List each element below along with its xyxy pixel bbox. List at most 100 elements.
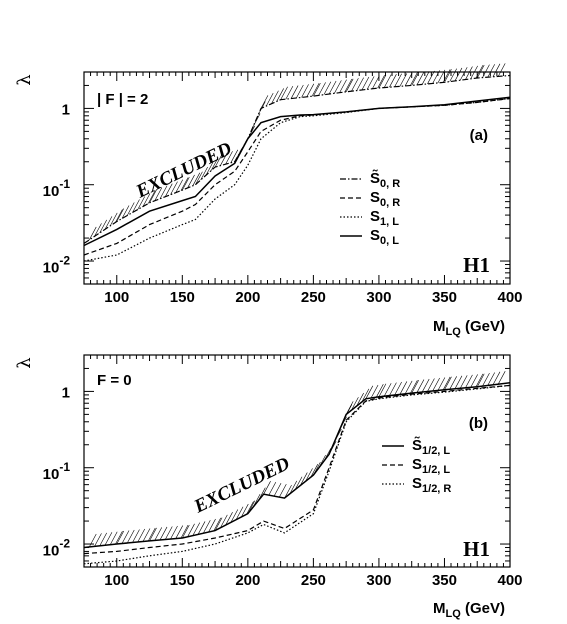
hatch-stroke: [366, 76, 375, 90]
hatch-stroke: [313, 82, 321, 97]
hatch-stroke: [94, 533, 102, 547]
hatch-stroke: [99, 219, 107, 234]
legend-label-sub: 0, R: [380, 178, 400, 190]
legend-label-0: S̃1/2, L: [412, 436, 450, 457]
hatch-stroke: [416, 379, 425, 393]
x-tick-label: 200: [235, 289, 260, 306]
x-tick-label: 100: [104, 572, 129, 589]
hatch-stroke: [421, 71, 430, 85]
hatch-stroke: [410, 72, 418, 86]
hatch-stroke: [279, 483, 287, 498]
hatch-stroke: [180, 177, 189, 191]
legend-label-base: S: [370, 227, 380, 244]
hatch-stroke: [318, 82, 326, 96]
experiment-logo: H1: [463, 253, 490, 277]
y-tick-label: 10-2: [43, 253, 71, 276]
hatch-stroke: [214, 517, 223, 531]
series-line-1: [83, 97, 511, 256]
y-tick-label: 1: [62, 101, 70, 118]
hatch-stroke: [361, 388, 370, 403]
hatch-stroke: [394, 381, 402, 396]
hatch-stroke: [182, 176, 190, 191]
hatch-stroke: [459, 375, 468, 389]
series-line-2: [83, 384, 511, 565]
hatch-stroke: [142, 193, 151, 207]
hatch-stroke: [182, 524, 190, 539]
hatch-stroke: [137, 528, 146, 543]
hatch-stroke: [246, 501, 254, 515]
legend-label-sub: 1/2, L: [422, 464, 450, 476]
hatch-stroke: [109, 212, 118, 226]
hatch-stroke: [475, 373, 484, 388]
panel-tag: (b): [469, 415, 488, 432]
hatch-stroke: [149, 189, 157, 203]
hatch-stroke: [170, 525, 178, 540]
hatch-stroke: [116, 530, 125, 545]
x-tick-label: 350: [432, 572, 457, 589]
y-tick-exponent: -2: [59, 253, 70, 267]
y-tick-base: 1: [62, 384, 70, 401]
hatch-stroke: [454, 67, 463, 82]
hatch-stroke: [208, 518, 216, 533]
hatch-stroke: [497, 63, 506, 77]
series-line-0: [83, 74, 511, 244]
hatch-stroke: [116, 208, 125, 222]
hatch-stroke: [165, 526, 173, 540]
legend-label-1: S1/2, L: [412, 456, 450, 476]
x-axis-title-unit: (GeV): [461, 600, 505, 617]
hatch-stroke: [487, 372, 495, 386]
exclusion-hatch: [88, 63, 506, 241]
hatch-stroke: [399, 381, 408, 395]
hatch-stroke: [159, 526, 168, 541]
fermion-number-label: | F | = 2: [97, 91, 148, 108]
hatch-stroke: [351, 397, 359, 411]
hatch-stroke: [482, 372, 490, 387]
legend-label-base: S̃: [412, 436, 422, 454]
hatch-stroke: [265, 92, 274, 107]
x-tick-label: 350: [432, 289, 457, 306]
hatch-stroke: [104, 216, 113, 230]
hatch-stroke: [487, 64, 495, 78]
hatch-stroke: [192, 522, 201, 536]
hatch-stroke: [225, 512, 233, 526]
y-tick-base: 10: [43, 466, 60, 483]
hatch-stroke: [294, 476, 303, 490]
hatch-stroke: [197, 521, 206, 535]
x-axis-title-sub: LQ: [446, 326, 462, 338]
legend-label-3: S0, L: [370, 227, 399, 247]
x-tick-label: 150: [170, 572, 195, 589]
hatch-stroke: [476, 373, 485, 387]
legend-label-0: S̃0, R: [370, 169, 400, 190]
legend-label-base: S: [412, 456, 422, 473]
hatch-stroke: [361, 76, 370, 91]
x-tick-label: 250: [301, 289, 326, 306]
hatch-stroke: [203, 520, 211, 534]
hatch-stroke: [305, 468, 313, 482]
hatch-stroke: [345, 401, 354, 415]
x-tick-label: 300: [366, 289, 391, 306]
hatch-stroke: [334, 80, 342, 94]
hatch-stroke: [432, 377, 440, 392]
series-line-0: [83, 381, 511, 549]
y-axis-label: λ: [14, 357, 35, 368]
hatch-stroke: [175, 179, 184, 193]
hatch-stroke: [137, 196, 146, 210]
hatch-stroke: [296, 84, 304, 99]
hatch-stroke: [377, 75, 385, 89]
hatch-stroke: [285, 85, 294, 100]
hatch-stroke: [230, 149, 239, 163]
hatch-stroke: [165, 183, 173, 197]
hatch-stroke: [109, 531, 118, 545]
y-ticks: [84, 354, 510, 568]
hatch-stroke: [210, 157, 219, 171]
hatch-stroke: [195, 171, 203, 185]
hatch-stroke: [260, 95, 269, 109]
hatch-stroke: [328, 80, 337, 95]
hatch-stroke: [187, 523, 195, 537]
hatch-stroke: [449, 68, 457, 82]
hatch-stroke: [411, 379, 419, 394]
x-tick-label: 200: [235, 572, 260, 589]
hatch-stroke: [104, 532, 113, 546]
series-line-3: [83, 96, 511, 247]
hatch-stroke: [170, 181, 178, 195]
